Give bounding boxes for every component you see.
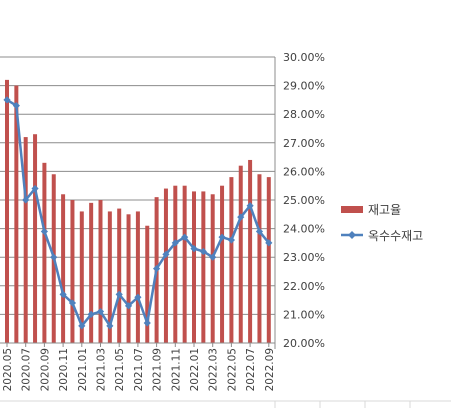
point-2022.08 [255,227,264,236]
x-tick-label: 2021.11 [170,348,182,391]
y-tick-label: 22.00% [283,280,325,293]
point-2021.09 [153,265,161,273]
point-2021.02 [87,310,95,318]
y-tick-label: 26.00% [283,165,325,178]
bar-2020.07 [23,137,28,343]
x-tick-label: 2021.09 [152,348,164,391]
point-2021.08 [143,319,151,327]
bar-2022.09 [266,177,271,343]
point-2022.05 [227,236,235,244]
x-tick-label: 2021.03 [96,348,108,391]
point-2022.07 [246,202,254,210]
bar-2021.03 [98,200,103,343]
bar-2022.04 [220,185,225,343]
bar-2021.01 [79,211,84,343]
point-2020.12 [68,299,77,307]
bar-2022.07 [248,159,253,343]
point-2021.06 [124,302,133,310]
bar-2022.02 [201,191,206,343]
point-2022.09 [265,239,273,247]
point-2021.05 [115,290,123,298]
bar-2021.06 [126,214,131,343]
bar-2022.01 [192,191,196,343]
line-series [3,96,273,330]
point-2020.11 [59,290,67,298]
bar-2021.02 [89,202,94,343]
y-tick-label: 29.00% [283,80,325,93]
y-tick-label: 24.00% [283,223,325,236]
bar-2022.05 [229,177,234,343]
y-tick-label: 21.00% [283,308,325,321]
bar-2022.06 [238,165,243,343]
point-2022.03 [209,253,217,261]
point-2021.03 [96,307,105,316]
x-tick-label: 2021.01 [77,348,89,391]
x-tick-label: 2022.09 [264,348,276,391]
point-2020.06 [12,102,20,110]
point-2022.02 [199,247,207,256]
x-tick-label: 2021.05 [114,348,126,391]
bar-2020.11 [61,194,66,343]
legend-label-bar: 재고율 [368,203,401,217]
bar-2020.05 [5,79,9,343]
x-tick-label: 2020.05 [2,348,14,391]
point-2020.08 [31,184,39,193]
point-2022.04 [218,233,226,241]
legend-swatch-bar [341,206,363,213]
axes: 30.00% 29.00% 28.00% 27.00% 26.00% 25.00% 24.0… [0,51,325,391]
x-tick-label: 2022.03 [208,348,220,391]
bar-2020.08 [33,134,38,343]
point-2020.10 [50,253,58,261]
bar-2021.11 [173,185,178,343]
bar-2021.07 [135,211,140,343]
point-2021.07 [134,293,142,301]
bar-2020.06 [14,85,19,343]
y-tick-label: 28.00% [283,108,325,121]
x-tick-label: 2020.09 [39,348,51,391]
point-2020.07 [22,196,30,204]
point-2021.12 [181,233,189,241]
bar-2020.09 [42,162,47,343]
point-2022.01 [190,245,198,253]
bar-2021.08 [145,225,150,343]
point-2020.09 [40,227,48,236]
y-tick-label: 27.00% [283,137,325,150]
x-tick-label: 2022.01 [189,348,201,391]
x-tick-label: 2022.05 [226,348,238,391]
y-tick-label: 30.00% [283,51,325,64]
bar-2022.03 [210,194,215,343]
x-tick-label: 2020.07 [21,348,33,391]
legend-swatch-marker [348,231,356,239]
bar-2021.04 [107,211,112,343]
point-2022.06 [237,213,245,221]
y-tick-label: 23.00% [283,251,325,264]
point-2021.01 [78,322,86,330]
bar-2021.12 [182,185,187,343]
bar-2020.12 [70,200,75,343]
legend: 재고율 옥수수재고 [341,203,423,243]
x-tick-label: 2022.07 [245,348,257,391]
bar-2022.08 [257,174,262,343]
y-tick-label: 25.00% [283,194,325,207]
point-2020.05 [3,96,11,104]
x-tick-label: 2021.07 [133,348,145,391]
legend-label-line: 옥수수재고 [368,229,423,243]
bar-2021.05 [117,208,122,343]
y-tick-label: 20.00% [283,337,325,350]
point-2021.04 [106,322,114,330]
point-2021.11 [171,239,179,247]
bar-2021.10 [163,188,168,343]
point-2021.10 [162,250,170,258]
x-tick-label: 2020.11 [58,348,70,391]
